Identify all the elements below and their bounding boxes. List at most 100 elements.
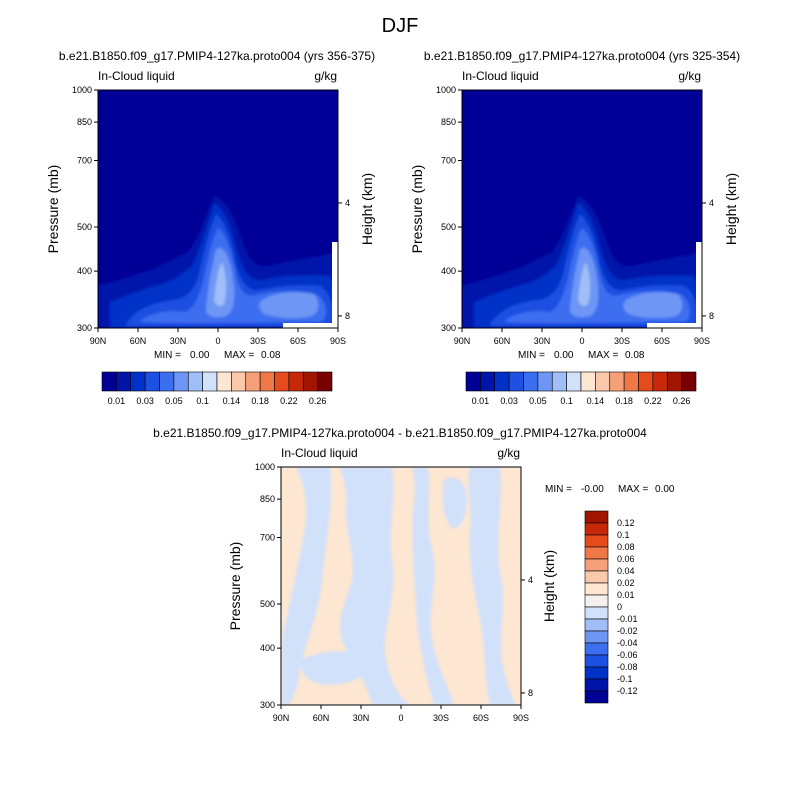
panel-b-colorbar-swatch <box>465 371 481 392</box>
panel-b-xtick-label: 90S <box>694 336 710 346</box>
panel-b-colorbar-label: 0.1 <box>560 396 573 406</box>
panel-c-max-label: MAX = <box>618 484 648 495</box>
panel-a-colorbar-swatch <box>202 371 218 392</box>
panel-c-ytick-label: 500 <box>260 599 275 609</box>
panel-b-xtick-label: 60S <box>654 336 670 346</box>
panel-b: b.e21.B1850.f09_g17.PMIP4-127ka.proto004… <box>409 49 740 406</box>
panel-c-colorbar-label: 0.12 <box>617 518 635 528</box>
panel-b-min-label: MIN = <box>518 350 545 361</box>
panel-c-colorbar: 0.12 0.1 0.08 0.06 0.04 0.02 0.01 0 -0.01 -0.02 -0… <box>584 510 638 704</box>
panel-b-colorbar-swatch <box>537 371 553 392</box>
panel-c-colorbar-swatch <box>584 522 609 536</box>
panel-a-xtick-label: 90N <box>90 336 107 346</box>
panel-c-min-value: -0.00 <box>581 484 604 495</box>
panel-a-xtick-label: 0 <box>215 336 220 346</box>
panel-a-colorbar-swatch <box>302 371 318 392</box>
panel-b-colorbar-label: 0.26 <box>673 396 691 406</box>
panel-b-colorbar-swatch <box>623 371 639 392</box>
panel-a-x-axis: 90N 60N 30N 0 30S 60S 90S <box>90 328 346 346</box>
panel-b-colorbar-swatch <box>508 371 524 392</box>
panel-c-units: g/kg <box>497 446 520 460</box>
panel-c-max-value: 0.00 <box>655 484 675 495</box>
panel-b-xtick-label: 60N <box>494 336 511 346</box>
panel-a-stats: MIN = 0.00 MAX = 0.08 <box>154 350 281 361</box>
panel-a-ytick-label: 500 <box>77 222 92 232</box>
panel-b-ytick-right-label: 4 <box>709 198 714 208</box>
panel-c-colorbar-label: -0.04 <box>617 638 638 648</box>
panel-a-xtick-label: 60S <box>290 336 306 346</box>
panel-a-colorbar-swatch <box>231 371 247 392</box>
panel-a-colorbar-label: 0.03 <box>136 396 154 406</box>
panel-c-xtick-label: 60S <box>473 713 489 723</box>
panel-b-max-label: MAX = <box>588 350 618 361</box>
panel-a-missing-antarctic <box>283 323 333 328</box>
panel-a-colorbar-swatch <box>116 371 132 392</box>
panel-c-y-axis: 300 400 500 700 850 1000 8 4 <box>255 462 533 710</box>
panel-a-colorbar-swatch <box>144 371 160 392</box>
panel-c-colorbar-label: 0.04 <box>617 566 635 576</box>
panel-c-colorbar-label: -0.12 <box>617 686 638 696</box>
panel-c-colorbar-swatch <box>584 666 609 680</box>
panel-c-neg-3 <box>412 467 454 705</box>
panel-b-left-label: In-Cloud liquid <box>462 69 539 83</box>
panel-a-contour-6 <box>214 262 227 307</box>
panel-a-ytick-label: 400 <box>77 266 92 276</box>
panel-a-colorbar-swatch <box>101 371 117 392</box>
panel-b-y-axis: 300 400 500 700 850 1000 8 4 <box>436 85 714 333</box>
panel-c-colorbar-label: -0.01 <box>617 614 638 624</box>
panel-a-colorbar-swatch <box>317 371 333 392</box>
panel-c-ytick-label: 400 <box>260 643 275 653</box>
panel-c-colorbar-swatch <box>584 618 609 632</box>
panel-c-colorbar-label: 0.01 <box>617 590 635 600</box>
panel-c-neg-6 <box>300 651 372 685</box>
panel-a-min-label: MIN = <box>154 350 181 361</box>
figure-title: DJF <box>382 15 419 37</box>
panel-a-colorbar-swatch <box>159 371 175 392</box>
panel-c-min-label: MIN = <box>545 484 572 495</box>
panel-c-field <box>281 467 521 705</box>
panel-a-y-axis: 300 400 500 700 850 1000 8 4 <box>72 85 350 333</box>
panel-a-units: g/kg <box>314 69 337 83</box>
panel-c-ytick-label: 700 <box>260 533 275 543</box>
panel-a-colorbar-swatch <box>274 371 290 392</box>
panel-a-colorbar-label: 0.18 <box>251 396 269 406</box>
panel-c-xtick-label: 90S <box>513 713 529 723</box>
panel-c-ytick-right-label: 4 <box>528 575 533 585</box>
panel-a: b.e21.B1850.f09_g17.PMIP4-127ka.proto004… <box>45 49 375 406</box>
panel-c-colorbar-swatch <box>584 582 609 596</box>
panel-c-colorbar-swatch <box>584 546 609 560</box>
panel-c-ytick-right-label: 8 <box>528 688 533 698</box>
panel-b-colorbar-swatch <box>609 371 625 392</box>
panel-b-xtick-label: 30S <box>614 336 630 346</box>
panel-c: b.e21.B1850.f09_g17.PMIP4-127ka.proto004… <box>153 426 675 723</box>
panel-a-colorbar-swatch <box>259 371 275 392</box>
panel-c-colorbar-label: -0.08 <box>617 662 638 672</box>
panel-b-colorbar-swatch <box>494 371 510 392</box>
panel-c-xtick-label: 30N <box>353 713 370 723</box>
panel-b-ytick-label: 400 <box>441 266 456 276</box>
panel-b-colorbar-label: 0.05 <box>529 396 547 406</box>
panel-b-xtick-label: 0 <box>579 336 584 346</box>
panel-a-xtick-label: 90S <box>330 336 346 346</box>
panel-b-colorbar-swatch <box>681 371 697 392</box>
panel-a-colorbar-label: 0.26 <box>309 396 327 406</box>
panel-b-ytick-label: 1000 <box>436 85 456 95</box>
panel-a-colorbar-label: 0.1 <box>196 396 209 406</box>
panel-a-missing-topo <box>332 242 338 328</box>
panel-a-colorbar-label: 0.01 <box>108 396 126 406</box>
panel-c-xtick-label: 90N <box>273 713 290 723</box>
panel-a-colorbar-swatch <box>245 371 261 392</box>
panel-c-stats: MIN = -0.00 MAX = 0.00 <box>545 484 675 495</box>
panel-a-ytick-label: 700 <box>77 156 92 166</box>
panel-a-colorbar: 0.01 0.03 0.05 0.1 0.14 0.18 0.22 0.26 <box>101 371 333 406</box>
panel-b-colorbar-swatch <box>523 371 539 392</box>
panel-c-neg-4 <box>442 477 468 529</box>
panel-a-xtick-label: 60N <box>130 336 147 346</box>
panel-b-colorbar: 0.01 0.03 0.05 0.1 0.14 0.18 0.22 0.26 <box>465 371 697 406</box>
panel-b-colorbar-swatch <box>580 371 596 392</box>
panel-b-colorbar-swatch <box>638 371 654 392</box>
panel-b-x-axis: 90N 60N 30N 0 30S 60S 90S <box>454 328 710 346</box>
panel-c-colorbar-label: -0.06 <box>617 650 638 660</box>
panel-a-ytick-label: 850 <box>77 117 92 127</box>
